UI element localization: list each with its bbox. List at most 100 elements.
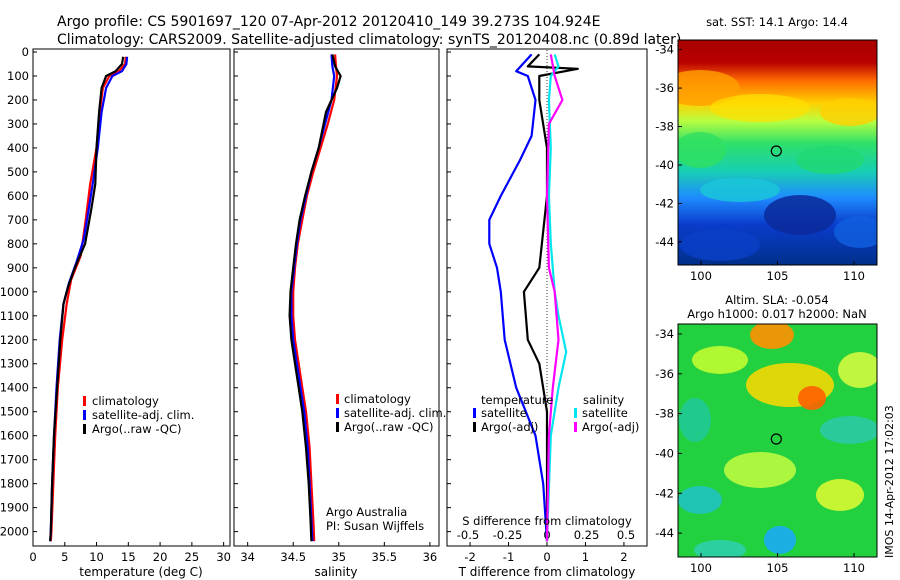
legend-label-t-argo: Argo(-adj) xyxy=(481,420,538,434)
temperature-axis-ticks: 0 5 10 15 20 25 30 xyxy=(29,542,231,564)
legend-swatch-argo xyxy=(336,422,339,432)
salinity-panel: 34 34.5 35 35.5 36 salinity climatology sate… xyxy=(233,48,446,579)
legend-label-s-satellite: satellite xyxy=(582,406,628,420)
sst-heatmap-patch xyxy=(700,178,780,202)
sst-heatmap-patch xyxy=(764,195,836,235)
x-tick-label: 10 xyxy=(89,550,104,564)
x-tick-label: 25 xyxy=(185,550,200,564)
lat-tick-label: -38 xyxy=(655,120,674,134)
lat-tick-label: -36 xyxy=(655,367,674,381)
sla-heatmap-patch xyxy=(838,352,877,388)
lat-tick-label: -34 xyxy=(655,43,674,57)
x-tick-label: -2 xyxy=(464,550,475,564)
lat-tick-label: -38 xyxy=(655,407,674,421)
legend-swatch-s-argo xyxy=(574,422,577,432)
sst-heatmap-patch xyxy=(678,70,740,106)
depth-tick-label: 2000 xyxy=(0,525,29,539)
owner-annotation-line1: Argo Australia xyxy=(326,505,407,519)
s-tick-label: -0.5 xyxy=(457,528,479,542)
depth-tick-label: 1400 xyxy=(0,381,29,395)
legend-label-argo: Argo(..raw -QC) xyxy=(92,422,182,436)
legend-title-temperature: temperature xyxy=(481,393,553,407)
depth-tick-label: 1000 xyxy=(0,285,29,299)
sst-heatmap-patch xyxy=(820,98,877,126)
depth-tick-label: 900 xyxy=(7,261,29,275)
legend-swatch-s-satellite xyxy=(574,408,577,418)
series-line xyxy=(292,54,339,542)
depth-tick-label: 300 xyxy=(7,117,29,131)
sla-heatmap-patch xyxy=(694,540,746,557)
x-tick-label: 15 xyxy=(121,550,136,564)
depth-tick-label: 1900 xyxy=(0,501,29,515)
sst-heatmap-patch xyxy=(796,146,864,174)
series-line xyxy=(49,56,125,542)
x-tick-label: 0 xyxy=(543,550,550,564)
lat-tick-label: -42 xyxy=(655,196,674,210)
legend-label-satellite: satellite-adj. clim. xyxy=(92,408,194,422)
depth-tick-label: 1800 xyxy=(0,477,29,491)
legend-title-salinity: salinity xyxy=(583,393,624,407)
lat-tick-label: -36 xyxy=(655,81,674,95)
depth-tick-label: 200 xyxy=(7,93,29,107)
sla-heatmap-patch xyxy=(679,398,711,442)
legend-swatch-climatology xyxy=(83,396,86,406)
depth-axis-ticks: 0 100 200 300 400 500 600 700 800 900 1000 1100 1200… xyxy=(0,45,37,539)
difference-legend: temperature salinity satellite Argo(-adj… xyxy=(473,393,639,434)
depth-tick-label: 400 xyxy=(7,141,29,155)
legend-label-argo: Argo(..raw -QC) xyxy=(344,420,434,434)
depth-tick-label: 1200 xyxy=(0,333,29,347)
sst-heatmap-patch xyxy=(834,216,877,248)
argo-location-marker xyxy=(770,433,782,445)
difference-series-lines xyxy=(488,53,579,542)
depth-tick-label: 700 xyxy=(7,213,29,227)
timestamp-stamp: IMOS 14-Apr-2012 17:02:03 xyxy=(883,405,896,558)
series-line xyxy=(545,54,564,542)
legend-swatch-satellite xyxy=(336,408,339,418)
sla-heatmap-patch xyxy=(816,479,864,511)
depth-tick-label: 800 xyxy=(7,237,29,251)
sst-heatmap-patch xyxy=(678,132,726,168)
depth-tick-label: 1700 xyxy=(0,453,29,467)
legend-label-climatology: climatology xyxy=(92,394,159,408)
sla-heatmap-patch xyxy=(724,452,796,488)
t-difference-axis-label: T difference from climatology xyxy=(458,565,636,579)
x-tick-label: 1 xyxy=(582,550,589,564)
x-tick-label: -1 xyxy=(503,550,514,564)
header-title-line1: Argo profile: CS 5901697_120 07-Apr-2012… xyxy=(57,14,601,30)
sst-heatmap-patch xyxy=(680,229,760,261)
temperature-legend: climatology satellite-adj. clim. Argo(..… xyxy=(83,394,194,436)
depth-tick-label: 1300 xyxy=(0,357,29,371)
x-tick-label: 30 xyxy=(216,550,231,564)
legend-swatch-climatology xyxy=(336,394,339,404)
x-tick-label: 2 xyxy=(620,550,627,564)
legend-swatch-satellite xyxy=(83,410,86,420)
lon-tick-label: 100 xyxy=(690,561,712,575)
series-line xyxy=(288,54,342,542)
lat-tick-label: -42 xyxy=(655,486,674,500)
x-tick-label: 35 xyxy=(331,550,346,564)
sla-heatmap-patch xyxy=(820,416,877,444)
depth-tick-label: 1500 xyxy=(0,405,29,419)
series-line xyxy=(49,56,129,542)
sst-heatmap-patch xyxy=(710,94,810,122)
t-difference-axis-ticks: -2 -1 0 1 2 xyxy=(464,542,628,564)
salinity-depth-ticks xyxy=(234,51,238,533)
legend-label-s-argo: Argo(-adj) xyxy=(582,420,639,434)
series-line xyxy=(545,54,568,542)
s-tick-label: -0.25 xyxy=(493,528,523,542)
s-tick-label: 0.5 xyxy=(617,528,635,542)
depth-tick-label: 1100 xyxy=(0,309,29,323)
series-line xyxy=(49,56,127,542)
sla-map-title-line1: Altim. SLA: -0.054 xyxy=(725,293,829,307)
salinity-legend: climatology satellite-adj. clim. Argo(..… xyxy=(336,392,446,434)
depth-tick-label: 0 xyxy=(22,45,29,59)
difference-depth-ticks xyxy=(447,51,451,533)
legend-swatch-t-argo xyxy=(473,422,476,432)
depth-tick-label: 500 xyxy=(7,165,29,179)
header-title-line2: Climatology: CARS2009. Satellite-adjuste… xyxy=(57,32,681,48)
sst-map-panel: sat. SST: 14.1 Argo: 14.4 -34 -36 -38 -40 -4… xyxy=(655,15,878,283)
depth-tick-label: 1600 xyxy=(0,429,29,443)
s-difference-axis-ticks: -0.5 -0.25 0 0.25 0.5 xyxy=(457,528,635,542)
lon-tick-label: 105 xyxy=(767,561,789,575)
